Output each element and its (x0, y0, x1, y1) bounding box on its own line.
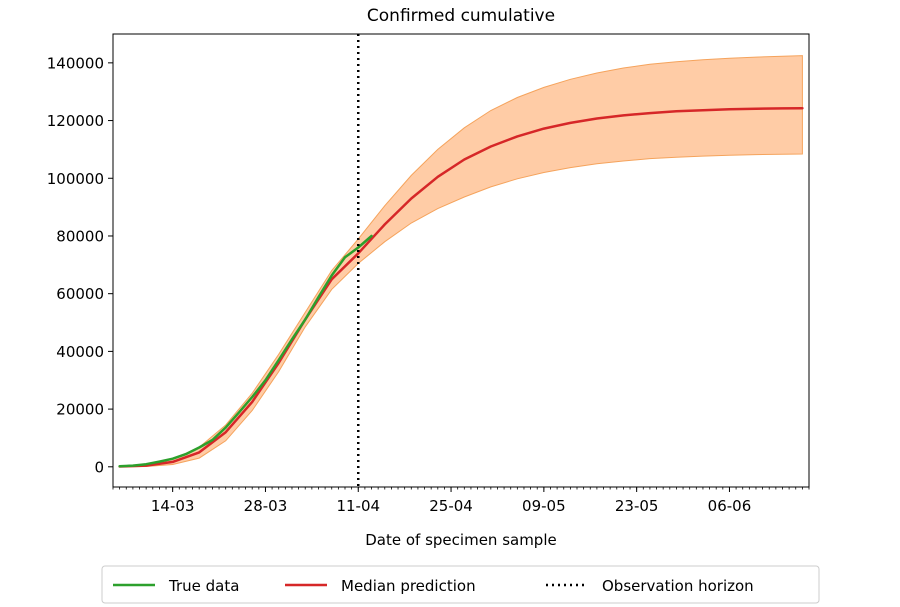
x-tick-label: 23-05 (615, 497, 659, 515)
series-line-true-data (118, 234, 373, 468)
y-tick-label: 40000 (56, 343, 104, 361)
y-tick-label: 60000 (56, 285, 104, 303)
legend-label: True data (168, 577, 239, 595)
x-tick-label: 14-03 (151, 497, 195, 515)
plot-area (118, 34, 804, 487)
chart-title: Confirmed cumulative (367, 6, 555, 26)
y-tick-label: 20000 (56, 401, 104, 419)
legend-label: Observation horizon (602, 577, 754, 595)
y-tick-label: 0 (94, 458, 104, 476)
confidence-band (119, 55, 803, 468)
x-tick-label: 09-05 (522, 497, 566, 515)
legend-box (101, 565, 820, 604)
y-axis: 0 20000 40000 60000 80000 100000 120000 140000 (47, 54, 113, 476)
axes-frame (112, 33, 810, 488)
x-tick-label: 28-03 (244, 497, 288, 515)
x-tick-label: 11-04 (336, 497, 380, 515)
x-axis-label: Date of specimen sample (365, 531, 556, 549)
x-tick-label: 06-06 (708, 497, 752, 515)
legend: True data Median prediction Observation ho… (101, 565, 820, 604)
x-axis: 14-03 28-03 11-04 25-04 09-05 23-05 06-06 (112, 487, 810, 515)
y-tick-label: 140000 (47, 54, 104, 72)
y-tick-label: 80000 (56, 227, 104, 245)
x-tick-label: 25-04 (429, 497, 473, 515)
y-tick-label: 100000 (47, 170, 104, 188)
legend-label: Median prediction (341, 577, 476, 595)
y-tick-label: 120000 (47, 112, 104, 130)
series-line-median-prediction (118, 107, 804, 468)
